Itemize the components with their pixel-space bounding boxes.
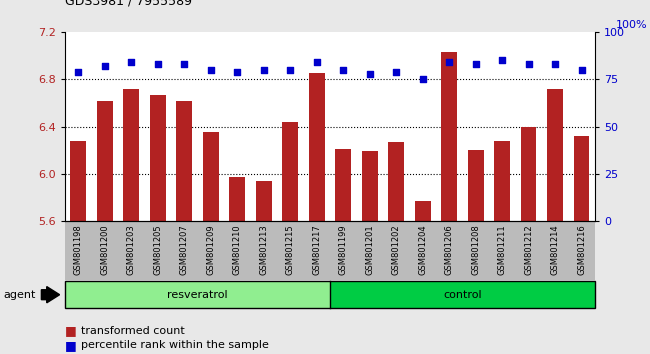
Bar (203, 132, 218, 221)
Bar (335, 149, 351, 221)
Point (126, 59, 136, 65)
Point (550, 61, 560, 67)
Point (285, 67, 295, 73)
Text: control: control (443, 290, 482, 300)
Point (523, 61, 534, 67)
Point (205, 67, 216, 73)
Bar (124, 89, 139, 221)
Point (444, 59, 454, 65)
Point (338, 67, 348, 73)
Text: ■: ■ (65, 339, 77, 352)
Point (99, 63, 110, 69)
Text: resveratrol: resveratrol (167, 290, 228, 300)
Point (311, 59, 322, 65)
Bar (441, 52, 457, 221)
Bar (388, 142, 404, 221)
Y-axis label: 100%: 100% (616, 20, 647, 30)
Bar (415, 201, 430, 221)
Bar (282, 122, 298, 221)
Point (179, 61, 189, 67)
Point (73, 69, 83, 74)
Bar (176, 101, 192, 221)
Point (365, 71, 375, 76)
Bar (547, 89, 563, 221)
Bar (361, 152, 378, 221)
Text: ■: ■ (65, 325, 77, 337)
Bar (150, 95, 166, 221)
Bar (467, 150, 484, 221)
Point (497, 57, 507, 63)
Text: agent: agent (3, 290, 36, 300)
Bar (70, 141, 86, 221)
Bar (494, 141, 510, 221)
Text: GDS3981 / 7955589: GDS3981 / 7955589 (65, 0, 192, 7)
Point (259, 67, 269, 73)
Bar (573, 136, 590, 221)
Point (232, 69, 242, 74)
Bar (521, 126, 536, 221)
Point (391, 69, 401, 74)
Bar (309, 73, 324, 221)
Bar (229, 177, 245, 221)
Text: percentile rank within the sample: percentile rank within the sample (81, 340, 269, 350)
Point (577, 67, 587, 73)
Text: transformed count: transformed count (81, 326, 185, 336)
Point (471, 61, 481, 67)
Point (153, 61, 163, 67)
Point (417, 76, 428, 82)
FancyArrow shape (42, 287, 60, 303)
Bar (255, 181, 272, 221)
Bar (97, 101, 112, 221)
